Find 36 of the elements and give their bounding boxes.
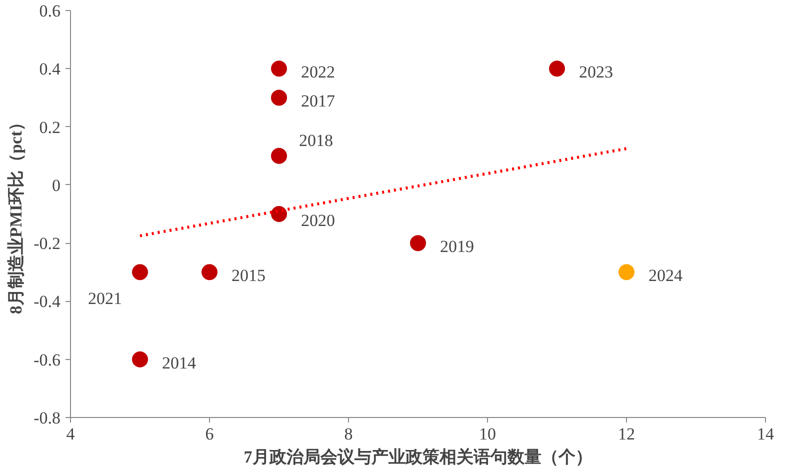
x-tick-label: 14: [757, 424, 774, 444]
point: [271, 148, 287, 164]
point: [410, 235, 426, 252]
y-tick-label: -0.2: [34, 234, 61, 254]
y-tick-label: -0.4: [34, 292, 61, 312]
x-tick-label: 8: [344, 424, 353, 444]
x-tick-label: 10: [479, 424, 496, 444]
annotation: 2019: [440, 237, 474, 256]
annotation: 2023: [579, 62, 613, 82]
annotation: 2017: [301, 92, 336, 111]
point: [618, 264, 634, 280]
x-tick-label: 12: [618, 424, 635, 444]
annotation: 2018: [299, 130, 333, 150]
y-tick-label: 0.4: [39, 60, 61, 79]
point: [132, 264, 148, 280]
y-tick-label: 0.2: [39, 118, 60, 137]
annotation: 2015: [232, 266, 266, 286]
y-tick-label: -0.6: [34, 350, 61, 370]
annotation: 2024: [648, 266, 683, 286]
point: [271, 206, 287, 222]
y-axis-title: 8月制造业PMI环比（pct）: [6, 114, 26, 314]
y-tick-label: 0.6: [39, 2, 60, 20]
x-axis-title: 7月政治局会议与产业政策相关语句数量（个）: [244, 448, 592, 466]
annotation: 2020: [301, 211, 335, 230]
point: [549, 60, 565, 77]
x-tick-label: 4: [66, 424, 76, 444]
point: [271, 90, 287, 106]
x-tick-label: 6: [205, 424, 214, 444]
annotation: 2022: [301, 62, 335, 82]
y-tick-label: -0.8: [34, 408, 61, 428]
y-tick-label: 0: [52, 176, 60, 195]
point: [271, 60, 287, 77]
point: [202, 264, 218, 280]
point: [132, 351, 148, 368]
annotation: 2021: [88, 289, 122, 308]
annotation: 2014: [162, 353, 196, 372]
